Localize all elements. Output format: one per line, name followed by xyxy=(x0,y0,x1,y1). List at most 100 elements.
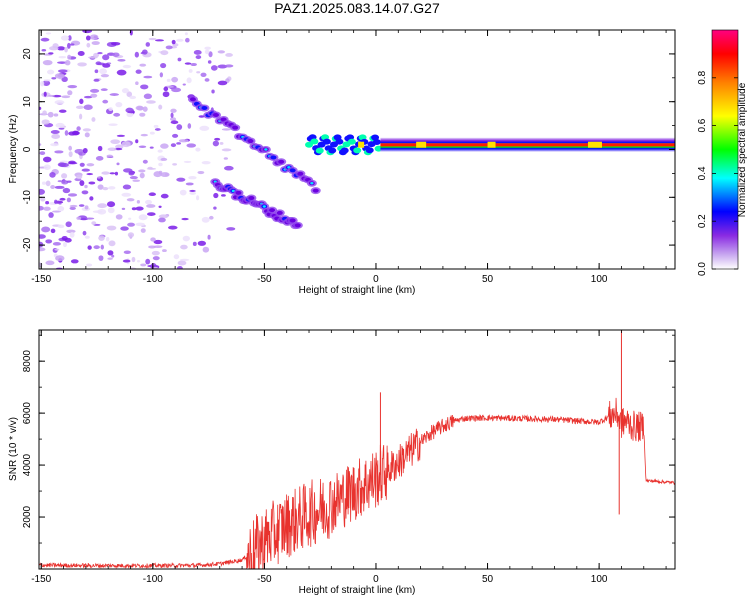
noise-blob xyxy=(201,161,211,165)
noise-blob xyxy=(204,46,211,50)
noise-blob xyxy=(41,181,46,185)
carrier-wave xyxy=(322,138,331,145)
noise-blob xyxy=(154,39,165,42)
noise-blob xyxy=(106,201,116,208)
noise-blob xyxy=(101,171,110,175)
noise-blob xyxy=(43,79,51,82)
noise-blob xyxy=(173,254,180,260)
noise-blob xyxy=(198,115,205,118)
noise-blob xyxy=(68,145,72,151)
noise-blob xyxy=(43,80,49,84)
noise-blob xyxy=(67,90,73,96)
noise-blob xyxy=(100,244,104,250)
noise-blob xyxy=(64,46,68,53)
noise-blob xyxy=(79,98,84,105)
trace-hotspot xyxy=(310,182,314,185)
noise-blob xyxy=(112,52,120,57)
noise-blob xyxy=(145,42,151,47)
noise-blob xyxy=(84,132,90,138)
noise-blob xyxy=(210,65,218,71)
noise-blob xyxy=(140,133,148,137)
noise-blob xyxy=(85,35,91,41)
noise-blob xyxy=(39,106,42,111)
noise-blob xyxy=(197,240,207,246)
noise-blob xyxy=(54,150,64,154)
noise-blob xyxy=(195,147,201,152)
trace-core xyxy=(232,125,239,130)
noise-blob xyxy=(91,221,97,225)
noise-blob xyxy=(193,50,202,55)
colorbar-tick-label: 0.4 xyxy=(697,166,708,180)
noise-blob xyxy=(67,42,71,49)
noise-blob xyxy=(54,199,58,204)
snr-xtick-label: -50 xyxy=(257,574,272,585)
noise-blob xyxy=(126,91,133,98)
noise-blob xyxy=(61,180,69,185)
trace-core xyxy=(312,188,319,193)
noise-blob xyxy=(187,123,192,129)
noise-blob xyxy=(135,206,144,211)
noise-blob xyxy=(61,95,71,99)
noise-blob xyxy=(109,93,120,96)
noise-blob xyxy=(39,234,46,239)
noise-blob xyxy=(61,173,68,179)
noise-blob xyxy=(89,34,99,40)
noise-blob xyxy=(121,207,126,210)
noise-blob xyxy=(225,53,233,57)
noise-blob xyxy=(41,49,47,52)
noise-blob xyxy=(185,182,194,186)
snr-xtick-label: 0 xyxy=(373,574,379,585)
noise-blob xyxy=(189,189,196,192)
noise-blob xyxy=(176,124,183,130)
noise-blob xyxy=(108,123,118,126)
snr-ylabel: SNR (10 * v/v) xyxy=(8,417,19,481)
spectrogram-ytick-label: -10 xyxy=(22,190,33,205)
noise-blob xyxy=(171,39,176,45)
noise-blob xyxy=(151,250,160,256)
noise-blob xyxy=(48,52,54,55)
noise-blob xyxy=(177,265,183,269)
noise-blob xyxy=(68,131,77,136)
noise-blob xyxy=(86,163,95,167)
noise-blob xyxy=(127,222,135,227)
trace-core xyxy=(269,208,276,213)
noise-blob xyxy=(39,205,44,211)
noise-blob xyxy=(122,259,131,263)
noise-blob xyxy=(87,245,92,250)
noise-blob xyxy=(86,173,94,176)
noise-blob xyxy=(88,56,98,59)
noise-blob xyxy=(67,193,78,197)
spectrogram-ytick-label: 10 xyxy=(22,96,33,108)
noise-blob xyxy=(199,125,210,131)
noise-blob xyxy=(160,172,170,178)
noise-blob xyxy=(184,32,188,36)
noise-blob xyxy=(122,184,132,190)
noise-blob xyxy=(217,80,228,86)
noise-blob xyxy=(82,230,87,236)
noise-blob xyxy=(47,94,55,97)
noise-blob xyxy=(200,72,207,77)
noise-blob xyxy=(138,214,148,221)
carrier-hotspot xyxy=(416,141,427,148)
noise-blob xyxy=(188,69,193,73)
noise-blob xyxy=(94,69,99,74)
trace-core xyxy=(248,196,255,201)
carrier-wave xyxy=(310,138,319,145)
noise-blob xyxy=(171,87,182,93)
noise-blob xyxy=(93,78,100,82)
carrier-hotspot xyxy=(358,141,365,148)
noise-blob xyxy=(82,147,88,154)
carrier-core xyxy=(380,143,675,147)
noise-blob xyxy=(45,201,50,205)
noise-blob xyxy=(192,241,197,247)
carrier-wave xyxy=(353,147,362,154)
noise-blob xyxy=(165,45,173,50)
noise-blob xyxy=(76,126,81,131)
noise-blob xyxy=(108,186,116,190)
noise-blob xyxy=(39,188,45,195)
noise-blob xyxy=(91,41,100,46)
carrier-hotspot xyxy=(487,141,496,148)
noise-blob xyxy=(177,260,187,266)
noise-blob xyxy=(158,214,169,219)
noise-blob xyxy=(99,68,108,75)
